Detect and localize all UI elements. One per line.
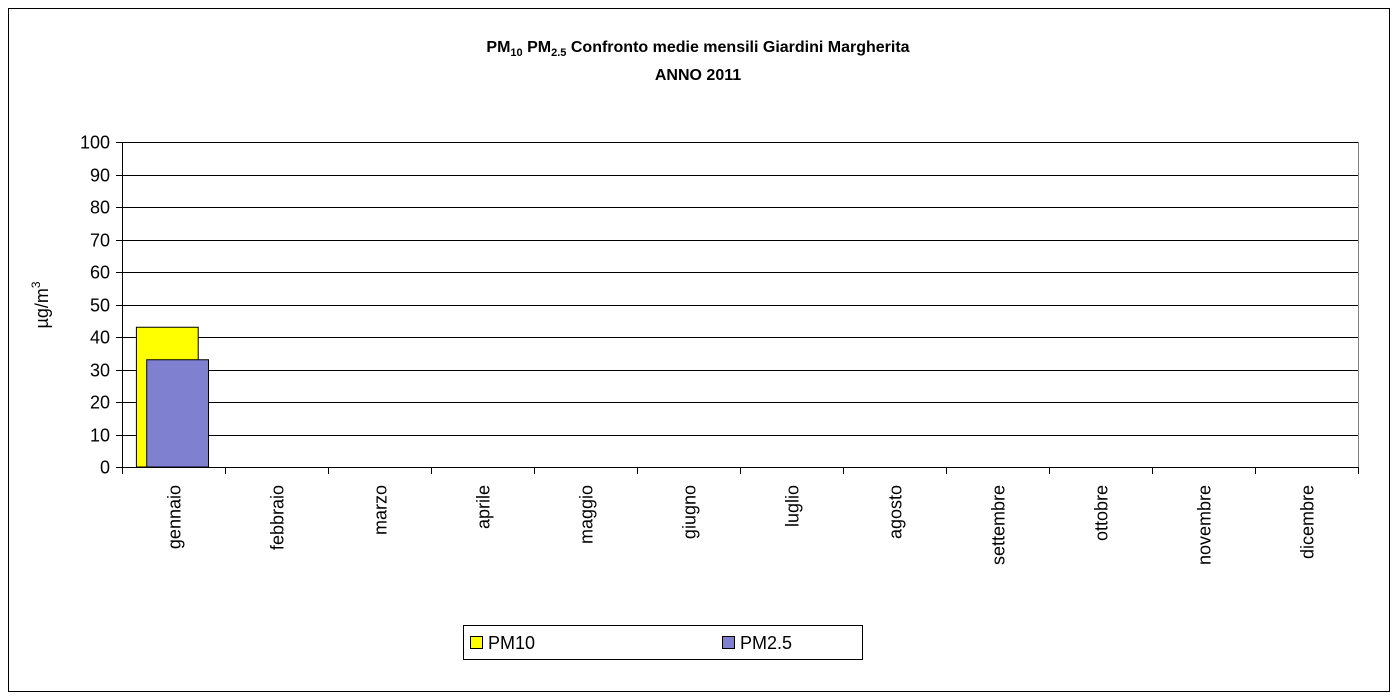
y-label-part: 3 <box>29 281 43 288</box>
x-tick-label: marzo <box>371 485 391 535</box>
title-part: Confronto medie mensili Giardini Margher… <box>566 39 909 56</box>
y-tick-label: 30 <box>90 361 110 381</box>
x-tick-label: agosto <box>886 485 906 539</box>
legend-label: PM2.5 <box>740 633 792 653</box>
x-tick-label: febbraio <box>268 485 288 550</box>
y-tick-label: 10 <box>90 426 110 446</box>
y-tick-label: 80 <box>90 198 110 218</box>
y-label-part: µg/m <box>32 288 52 328</box>
x-tick-label: luglio <box>783 485 803 527</box>
title-part: 10 <box>510 47 522 59</box>
x-tick-label: settembre <box>989 485 1009 565</box>
y-tick-label: 90 <box>90 166 110 186</box>
x-tick-label: ottobre <box>1092 485 1112 541</box>
chart-title: PM10 PM2.5 Confronto medie mensili Giard… <box>486 39 909 59</box>
title-part: PM <box>486 39 510 56</box>
x-tick-label: dicembre <box>1298 485 1318 559</box>
y-tick-label: 100 <box>80 133 110 153</box>
title-part: 2.5 <box>551 47 566 59</box>
y-tick-label: 60 <box>90 263 110 283</box>
x-tick-label: giugno <box>680 485 700 539</box>
legend-box <box>463 625 863 660</box>
bar <box>146 359 210 468</box>
y-tick-label: 70 <box>90 231 110 251</box>
x-tick-label: maggio <box>577 485 597 544</box>
y-axis-label: µg/m3 <box>29 281 52 328</box>
legend-swatch <box>722 636 735 649</box>
y-tick-label: 0 <box>100 458 110 478</box>
y-tick-label: 40 <box>90 328 110 348</box>
x-tick-label: aprile <box>474 485 494 529</box>
title-part: PM <box>523 39 551 56</box>
legend-label: PM10 <box>488 633 535 653</box>
chart-subtitle: ANNO 2011 <box>655 67 741 84</box>
y-tick-label: 50 <box>90 296 110 316</box>
x-tick-label: novembre <box>1195 485 1215 565</box>
x-tick-label: gennaio <box>165 485 185 549</box>
legend-swatch <box>470 636 483 649</box>
y-tick-label: 20 <box>90 393 110 413</box>
